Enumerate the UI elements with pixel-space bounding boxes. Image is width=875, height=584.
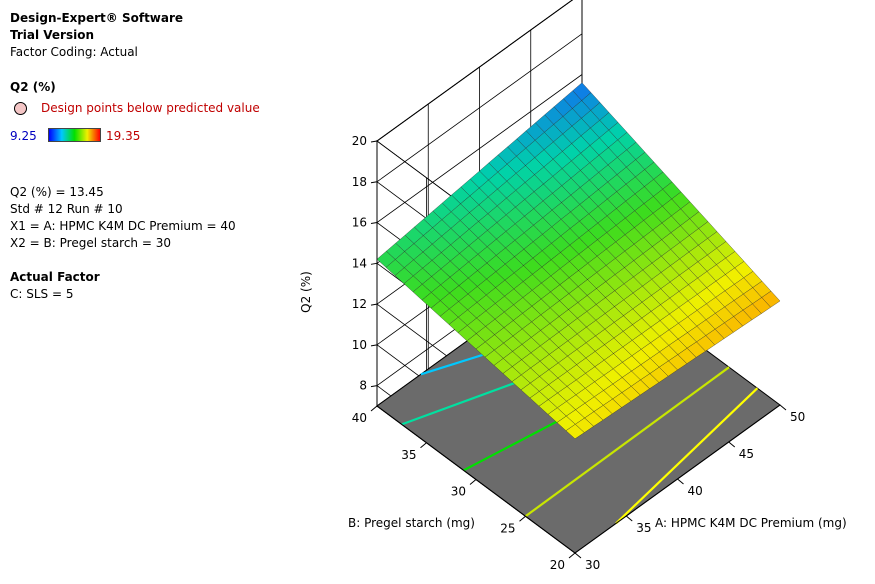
z-tick-label: 8 <box>359 379 367 393</box>
x-tick <box>728 441 736 448</box>
color-range-low: 9.25 <box>10 129 37 143</box>
z-tick-label: 20 <box>352 134 367 148</box>
design-point-legend: Design points below predicted value <box>41 101 260 115</box>
z-tick <box>370 344 378 347</box>
z-tick-label: 18 <box>352 175 367 189</box>
z-tick-label: 10 <box>352 338 367 352</box>
x-axis-title: A: HPMC K4M DC Premium (mg) <box>655 516 847 530</box>
z-tick <box>370 262 378 265</box>
x-tick-label: 40 <box>688 484 703 498</box>
x-tick-label: 30 <box>585 558 600 572</box>
z-tick <box>370 140 378 143</box>
y-axis-title: B: Pregel starch (mg) <box>348 516 475 530</box>
floor-contour-line <box>524 366 730 518</box>
x2-setting: X2 = B: Pregel starch = 30 <box>10 236 171 250</box>
factor-coding: Factor Coding: Actual <box>10 45 138 59</box>
floor-contour-line <box>615 387 759 525</box>
x-tick <box>574 552 582 559</box>
z-tick-label: 14 <box>352 256 367 270</box>
z-tick <box>370 181 378 184</box>
x-tick <box>625 515 633 522</box>
response-title: Q2 (%) <box>10 80 56 94</box>
color-range-high: 19.35 <box>106 129 141 143</box>
x-tick <box>779 404 787 411</box>
x1-setting: X1 = A: HPMC K4M DC Premium = 40 <box>10 219 236 233</box>
actual-factor-heading: Actual Factor <box>10 270 100 284</box>
y-tick-label: 35 <box>401 448 416 462</box>
y-tick-label: 30 <box>451 485 466 499</box>
z-axis-title: Q2 (%) <box>299 271 313 313</box>
y-tick-label: 20 <box>550 558 565 572</box>
surface-cell <box>565 424 585 440</box>
y-tick-label: 25 <box>500 521 515 535</box>
design-point-marker-icon <box>14 102 27 115</box>
z-tick <box>370 385 378 388</box>
y-tick <box>519 515 526 522</box>
x-tick <box>677 478 684 485</box>
z-tick <box>370 303 378 306</box>
y-tick <box>420 442 427 449</box>
y-tick <box>370 405 378 412</box>
z-tick <box>370 222 378 225</box>
software-name: Design-Expert® Software <box>10 11 184 25</box>
response-surface <box>376 82 781 440</box>
y-tick-label: 40 <box>352 411 367 425</box>
std-run: Std # 12 Run # 10 <box>10 202 123 216</box>
z-tick-label: 16 <box>352 216 367 230</box>
version-label: Trial Version <box>10 28 95 42</box>
y-tick <box>568 552 576 559</box>
z-tick-label: 12 <box>352 297 367 311</box>
point-value: Q2 (%) = 13.45 <box>10 185 104 199</box>
color-ramp <box>48 128 101 142</box>
x-tick-label: 50 <box>790 410 805 424</box>
x-tick-label: 45 <box>739 447 754 461</box>
x-tick-label: 35 <box>636 521 651 535</box>
axis-labels: 8 10 12 14 16 18 20 Q2 (%) 30 35 40 45 50 A: HPMC K4M… <box>299 134 847 572</box>
y-tick <box>469 479 477 485</box>
actual-factor-value: C: SLS = 5 <box>10 287 74 301</box>
